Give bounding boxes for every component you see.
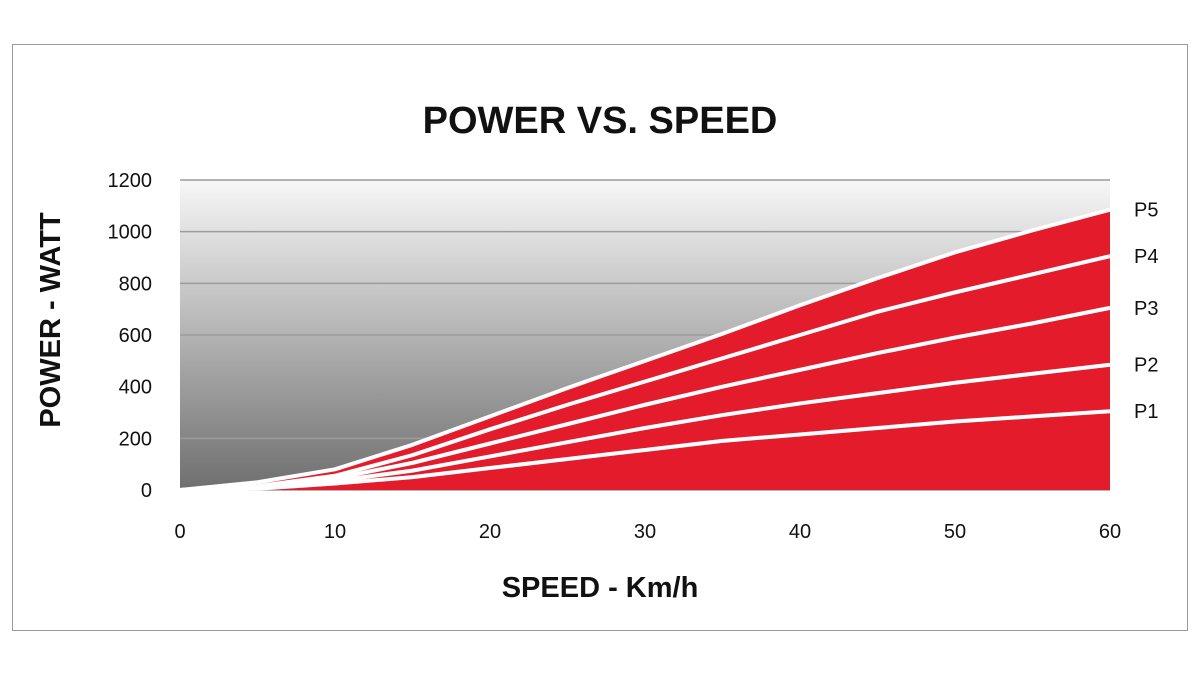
y-tick-label: 800	[119, 273, 152, 295]
series-label-p1: P1	[1134, 401, 1158, 423]
x-tick-label: 60	[1099, 521, 1121, 543]
y-tick-label: 1200	[108, 170, 153, 192]
series-label-p5: P5	[1134, 200, 1158, 222]
x-tick-label: 50	[944, 521, 966, 543]
x-tick-label: 40	[789, 521, 811, 543]
x-tick-label: 10	[324, 521, 346, 543]
line-p4	[179, 254, 1111, 492]
y-axis-title: POWER - WATT	[35, 212, 67, 428]
y-tick-label: 200	[119, 428, 152, 450]
x-tick-label: 20	[479, 521, 501, 543]
series-areas	[179, 207, 1111, 492]
chart-title: POWER VS. SPEED	[423, 100, 778, 142]
y-tick-label: 1000	[108, 222, 153, 244]
series-labels: P1 P2 P3 P4 P5	[1134, 200, 1158, 424]
x-axis-title: SPEED - Km/h	[502, 572, 699, 604]
x-tick-label: 0	[174, 521, 185, 543]
line-p3	[179, 305, 1111, 492]
x-tick-label: 30	[634, 521, 656, 543]
y-tick-label: 0	[141, 480, 152, 502]
y-tick-label: 600	[119, 325, 152, 347]
axis-ticks: 0 200 400 600 800 1000 1200 0 10 20 30 40 50 60	[108, 170, 1122, 543]
line-p1	[179, 409, 1111, 492]
series-label-p3: P3	[1134, 298, 1158, 320]
line-p2	[179, 362, 1111, 492]
line-p5	[179, 207, 1111, 492]
series-label-p2: P2	[1134, 355, 1158, 377]
y-tick-label: 400	[119, 377, 152, 399]
series-label-p4: P4	[1134, 246, 1158, 268]
